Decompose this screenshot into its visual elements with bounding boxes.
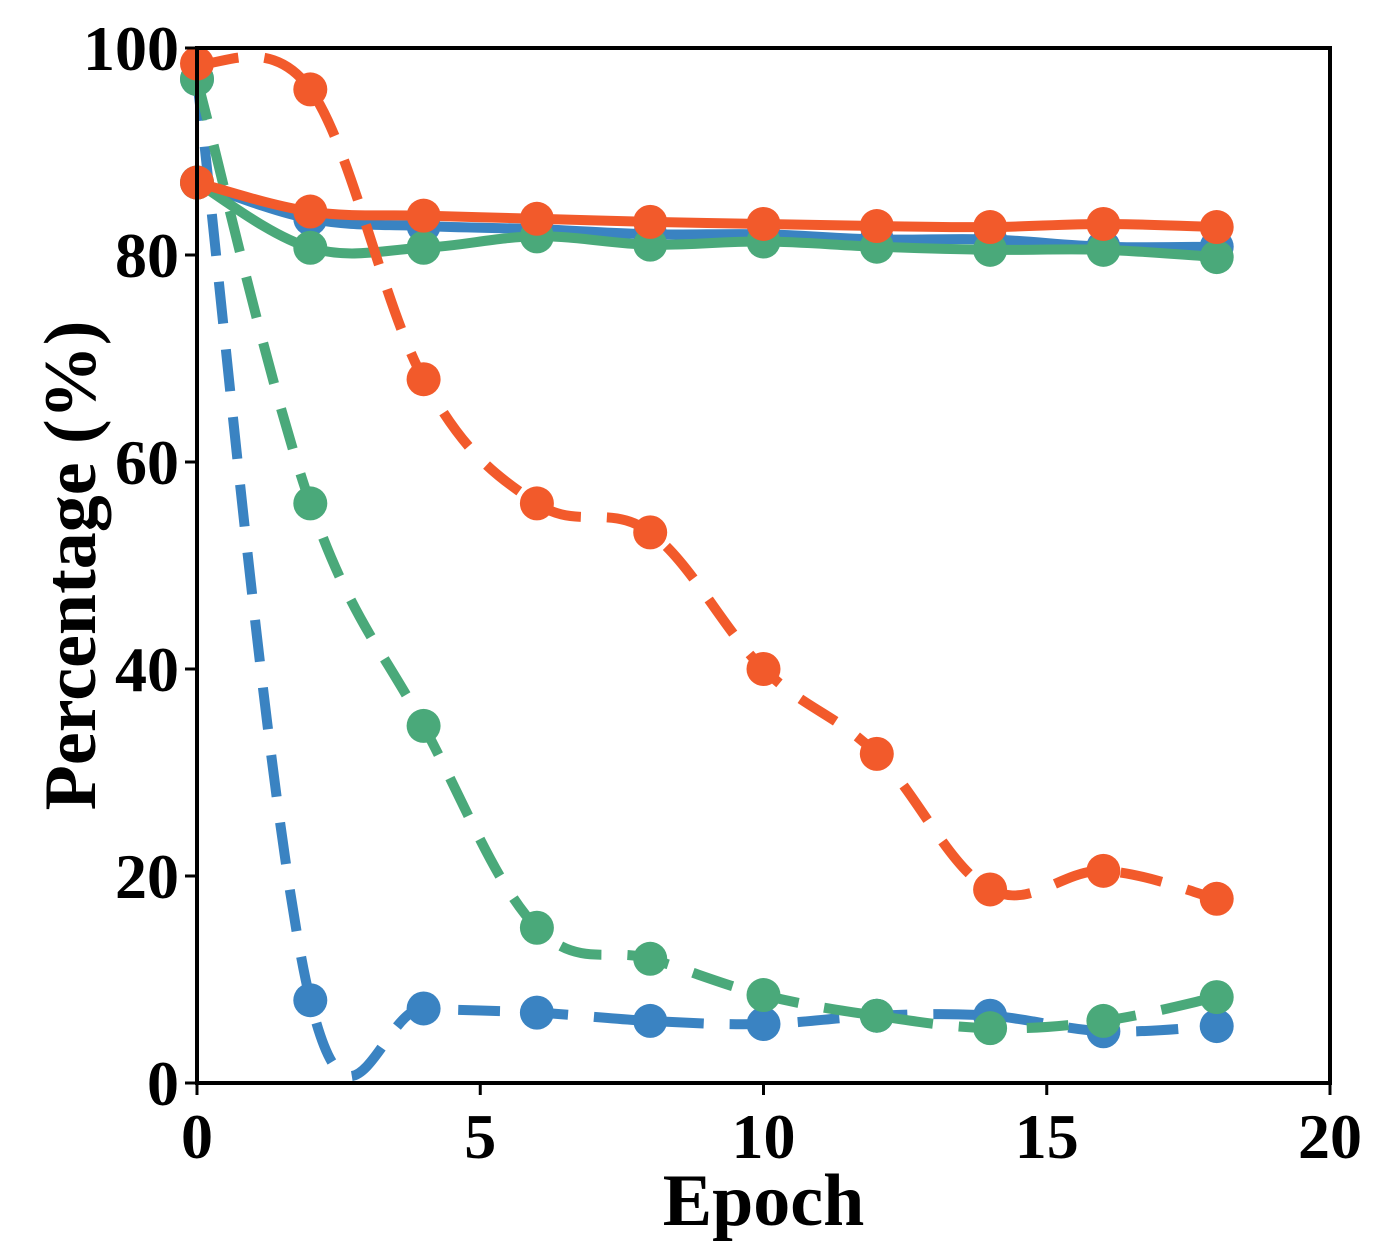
data-point [633, 941, 668, 976]
data-point [406, 991, 441, 1026]
data-point [973, 210, 1008, 245]
data-point [519, 995, 554, 1030]
y-tick-label: 100 [83, 13, 179, 84]
data-point [973, 872, 1008, 907]
data-point [1199, 1009, 1234, 1044]
data-point [406, 708, 441, 743]
series-line [195, 177, 1217, 233]
y-axis-label: Percentage (%) [30, 321, 112, 811]
data-point [293, 194, 328, 229]
series-layer [180, 46, 1234, 1082]
y-tick-label: 20 [115, 841, 179, 912]
y-tick-label: 0 [147, 1048, 179, 1119]
series-5 [180, 46, 1234, 916]
data-point [406, 230, 441, 265]
data-point [633, 515, 668, 550]
series-line [195, 51, 1218, 904]
data-point [633, 1003, 668, 1038]
y-axis: 0 20 40 60 80 100 [83, 13, 197, 1119]
data-point [293, 230, 328, 265]
data-point [1086, 206, 1121, 241]
series-3 [180, 62, 1234, 1046]
data-point [973, 1011, 1008, 1046]
data-point [859, 998, 894, 1033]
data-point [519, 201, 554, 236]
data-point [859, 209, 894, 244]
x-axis-label: Epoch [663, 1160, 865, 1242]
data-point [746, 206, 781, 241]
data-point [746, 978, 781, 1013]
data-point [746, 1007, 781, 1042]
data-point [1086, 232, 1121, 267]
data-point [1086, 853, 1121, 888]
data-point [519, 486, 554, 521]
x-tick-label: 15 [1015, 1101, 1079, 1172]
data-point [293, 72, 328, 107]
data-point [1199, 210, 1234, 245]
data-point [293, 486, 328, 521]
data-point [1199, 881, 1234, 916]
y-tick-label: 80 [115, 220, 179, 291]
data-point [1199, 240, 1234, 275]
data-point [746, 652, 781, 686]
data-point [406, 362, 441, 397]
series-line [194, 178, 1218, 263]
x-tick-label: 10 [732, 1101, 796, 1172]
data-point [293, 983, 328, 1018]
plot-frame [195, 46, 1332, 1085]
y-tick-label: 40 [115, 634, 179, 705]
data-point [1086, 1003, 1121, 1038]
data-point [1199, 980, 1234, 1015]
data-point [633, 204, 668, 239]
x-axis: 0 5 10 15 20 [181, 1083, 1362, 1172]
x-tick-label: 5 [464, 1101, 496, 1172]
data-point [859, 736, 894, 771]
data-point [519, 910, 554, 945]
x-tick-label: 20 [1298, 1101, 1362, 1172]
x-tick-label: 0 [181, 1101, 213, 1172]
y-tick-label: 60 [115, 427, 179, 498]
data-point [406, 198, 441, 233]
